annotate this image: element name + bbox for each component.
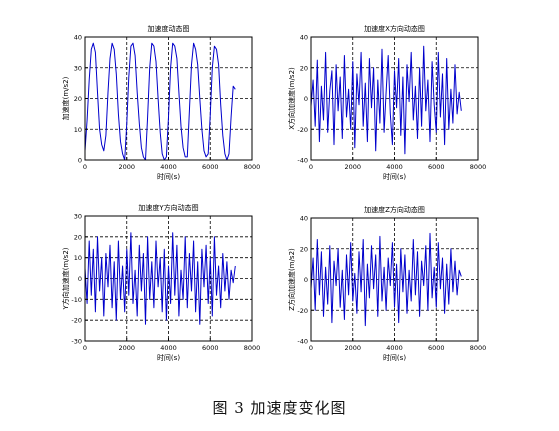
y-tick-label: 10 <box>74 126 82 134</box>
series-line <box>84 42 236 161</box>
x-tick-label: 4000 <box>160 344 177 352</box>
y-tick-label: -30 <box>71 338 82 346</box>
y-tick-label: 10 <box>74 254 82 262</box>
y-tick-label: -40 <box>297 157 308 165</box>
x-tick-label: 8000 <box>470 344 487 352</box>
x-tick-label: 2000 <box>344 344 361 352</box>
series-line <box>310 45 462 155</box>
chart-title: 加速度Y方向动态图 <box>138 203 198 212</box>
x-tick-label: 6000 <box>428 344 445 352</box>
x-tick-label: 2000 <box>118 163 135 171</box>
x-tick-label: 8000 <box>244 344 261 352</box>
y-axis-label: 加速度(m/s2) <box>61 76 70 120</box>
y-tick-label: 0 <box>78 275 82 283</box>
x-tick-label: 0 <box>309 344 313 352</box>
y-tick-label: -20 <box>71 317 82 325</box>
x-axis-label: 时间(s) <box>157 353 180 362</box>
chart-3: 0 2000 4000 6000 8000 -30 -20 -10 0 10 20 30 加速度Y方向动… <box>61 203 260 362</box>
y-tick-label: 30 <box>74 64 82 72</box>
y-tick-label: 20 <box>74 233 82 241</box>
x-tick-label: 2000 <box>344 163 361 171</box>
y-axis-label: Y方向加速度(m/s2) <box>61 247 70 310</box>
x-tick-label: 6000 <box>202 344 219 352</box>
x-tick-label: 2000 <box>118 344 135 352</box>
figure-caption: 图 3 加速度变化图 <box>212 399 347 417</box>
x-tick-label: 4000 <box>386 163 403 171</box>
chart-2: 0 2000 4000 6000 8000 -40 -20 0 20 40 加速度X方向动态图时间(… <box>287 24 486 181</box>
y-tick-label: 20 <box>300 64 308 72</box>
y-tick-label: 0 <box>304 95 308 103</box>
y-tick-label: 40 <box>300 34 308 42</box>
y-tick-label: -40 <box>297 338 308 346</box>
y-tick-label: 40 <box>74 34 82 42</box>
series-line <box>84 232 236 325</box>
y-tick-label: 40 <box>300 215 308 223</box>
y-tick-label: 0 <box>78 157 82 165</box>
chart-title: 加速度动态图 <box>148 24 190 33</box>
y-tick-label: -10 <box>71 296 82 304</box>
x-tick-label: 6000 <box>202 163 219 171</box>
x-tick-label: 8000 <box>470 163 487 171</box>
x-tick-label: 8000 <box>244 163 261 171</box>
y-tick-label: 20 <box>74 95 82 103</box>
chart-title: 加速度Z方向动态图 <box>364 205 425 214</box>
x-axis-label: 时间(s) <box>157 172 180 181</box>
x-tick-label: 0 <box>83 344 87 352</box>
chart-title: 加速度X方向动态图 <box>364 24 425 33</box>
x-tick-label: 6000 <box>428 163 445 171</box>
x-tick-label: 0 <box>309 163 313 171</box>
series-line <box>310 232 462 327</box>
x-axis-label: 时间(s) <box>383 172 406 181</box>
y-tick-label: 20 <box>300 245 308 253</box>
chart-4: 0 2000 4000 6000 8000 -40 -20 0 20 40 加速度Z方向动态图时间(… <box>287 205 486 362</box>
x-tick-label: 4000 <box>386 344 403 352</box>
y-tick-label: -20 <box>297 126 308 134</box>
y-tick-label: 30 <box>74 213 82 221</box>
y-tick-label: 0 <box>304 276 308 284</box>
x-tick-label: 0 <box>83 163 87 171</box>
y-axis-label: X方向加速度(m/s2) <box>287 67 296 130</box>
y-tick-label: -20 <box>297 307 308 315</box>
x-tick-label: 4000 <box>160 163 177 171</box>
y-axis-label: Z方向加速度(m/s2) <box>287 248 296 311</box>
x-axis-label: 时间(s) <box>383 353 406 362</box>
